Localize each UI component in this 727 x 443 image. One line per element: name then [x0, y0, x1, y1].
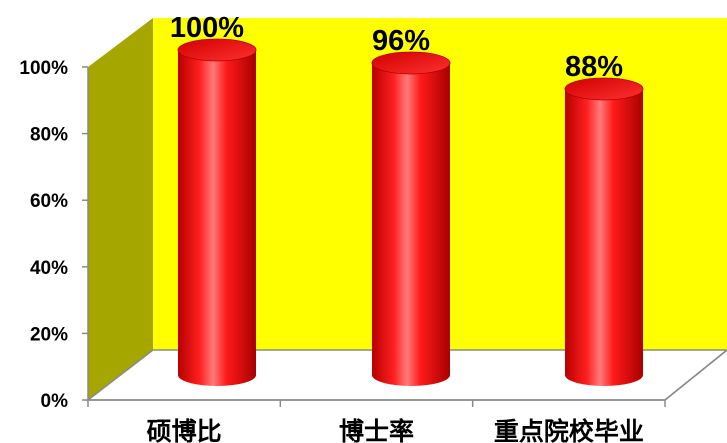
data-label: 88% — [565, 51, 623, 83]
y-tick-label: 60% — [30, 191, 68, 212]
bar-body — [178, 50, 256, 386]
bar — [177, 38, 257, 386]
bar-body — [372, 63, 450, 386]
bar — [371, 51, 451, 386]
y-tick-label: 100% — [19, 58, 68, 79]
data-label: 96% — [372, 25, 430, 57]
y-tick-label: 40% — [30, 258, 68, 279]
y-tick-label: 0% — [41, 391, 69, 412]
category-label: 硕博比 — [147, 417, 222, 443]
bar-series — [177, 38, 644, 386]
y-tick-label: 20% — [30, 324, 68, 345]
x-axis-depth-line — [664, 349, 727, 401]
bar-top-cap — [371, 51, 451, 75]
data-label: 100% — [170, 12, 244, 44]
bar-top-cap — [564, 77, 644, 101]
category-label: 博士率 — [339, 417, 414, 443]
x-axis-ticks — [87, 400, 666, 407]
bar-body — [565, 89, 643, 386]
bar — [564, 77, 644, 386]
category-labels: 硕博比 博士率 重点院校毕业 — [147, 417, 644, 443]
y-axis-ticks: 0% 20% 40% 60% 80% 100% — [19, 58, 88, 412]
bar-top-cap — [177, 38, 257, 62]
y-tick-label: 80% — [30, 125, 68, 146]
data-labels: 100% 96% 88% — [170, 12, 623, 83]
category-label: 重点院校毕业 — [494, 417, 644, 443]
chart-side-wall — [88, 18, 153, 400]
